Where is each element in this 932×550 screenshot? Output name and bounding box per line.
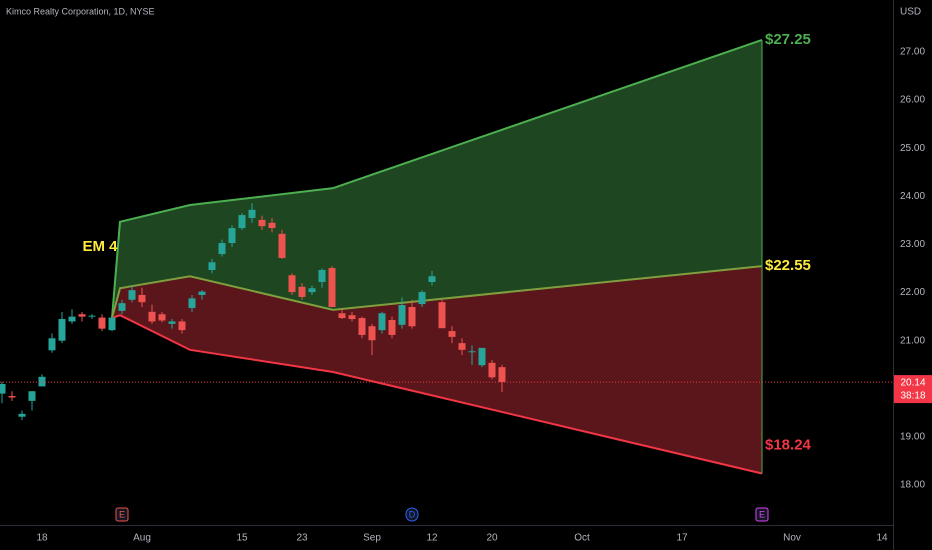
lower-band-area bbox=[112, 266, 762, 474]
candle-body bbox=[68, 316, 76, 322]
candle-body bbox=[168, 321, 176, 324]
candle-body bbox=[468, 351, 476, 353]
band-line bbox=[111, 314, 763, 475]
candle-body bbox=[108, 317, 116, 331]
y-tick-label: 26.00 bbox=[900, 95, 925, 106]
candle-body bbox=[178, 321, 186, 331]
candle-body bbox=[268, 222, 276, 229]
x-tick-label: 18 bbox=[36, 533, 48, 544]
y-tick-label: 19.00 bbox=[900, 432, 925, 443]
candle-body bbox=[28, 391, 36, 401]
candle-body bbox=[498, 367, 506, 383]
candle-body bbox=[128, 290, 136, 300]
x-tick-label: Sep bbox=[363, 533, 381, 544]
last-price-box bbox=[894, 375, 932, 404]
event-marker bbox=[115, 507, 129, 522]
candle-body bbox=[418, 292, 426, 305]
candle-body bbox=[238, 215, 246, 229]
upper-band-area bbox=[112, 39, 762, 319]
candle-body bbox=[368, 326, 376, 341]
chart-title: Kimco Realty Corporation, 1D, NYSE bbox=[6, 6, 155, 16]
candle-body bbox=[458, 343, 466, 350]
candle-body bbox=[388, 320, 396, 335]
candle-body bbox=[308, 288, 316, 293]
band-end-label: $18.24 bbox=[765, 436, 812, 453]
candle-body bbox=[98, 317, 106, 329]
event-marker bbox=[405, 507, 419, 522]
candle-body bbox=[8, 396, 16, 398]
annotation: EM 4 bbox=[82, 238, 118, 255]
candle-body bbox=[478, 347, 486, 366]
y-tick-label: 24.00 bbox=[900, 191, 925, 202]
candle-body bbox=[318, 269, 326, 282]
y-tick-label: 18.00 bbox=[900, 480, 925, 491]
candle-body bbox=[438, 302, 446, 329]
event-label: E bbox=[119, 509, 125, 519]
x-tick-label: 20 bbox=[486, 533, 498, 544]
candle-body bbox=[118, 303, 126, 311]
band-line bbox=[111, 265, 763, 319]
candle-body bbox=[218, 243, 226, 255]
currency: USD bbox=[900, 7, 921, 18]
candle-body bbox=[158, 314, 166, 321]
candle-body bbox=[188, 298, 196, 308]
candle-body bbox=[278, 233, 286, 258]
y-tick-label: 22.00 bbox=[900, 287, 925, 298]
x-tick-label: 23 bbox=[296, 533, 308, 544]
candle-body bbox=[248, 209, 256, 218]
y-tick-label: 23.00 bbox=[900, 239, 925, 250]
candle-body bbox=[18, 413, 26, 417]
candle-body bbox=[228, 228, 236, 244]
band-line bbox=[111, 38, 763, 319]
x-tick-label: Nov bbox=[783, 533, 801, 544]
band-end-label: $27.25 bbox=[765, 31, 811, 48]
candle-body bbox=[448, 331, 456, 337]
candle-body bbox=[428, 276, 436, 282]
candle-body bbox=[78, 314, 86, 317]
candle-body bbox=[0, 384, 6, 394]
candle-body bbox=[198, 291, 206, 295]
candle-body bbox=[488, 362, 496, 378]
candle-body bbox=[148, 311, 156, 322]
band-end-label: $22.55 bbox=[765, 257, 811, 274]
candle-body bbox=[398, 305, 406, 325]
candle-body bbox=[258, 219, 266, 227]
candle-body bbox=[48, 338, 56, 351]
event-marker bbox=[755, 507, 769, 522]
candle-body bbox=[288, 275, 296, 293]
x-tick-label: Aug bbox=[133, 533, 151, 544]
event-label: E bbox=[759, 509, 765, 519]
candle-body bbox=[378, 313, 386, 331]
candle-body bbox=[328, 268, 336, 308]
candle-body bbox=[408, 307, 416, 327]
y-tick-label: 25.00 bbox=[900, 143, 925, 154]
y-tick-label: 27.00 bbox=[900, 47, 925, 58]
x-tick-label: 12 bbox=[426, 533, 438, 544]
event-label: D bbox=[409, 509, 416, 519]
y-tick-label: 21.00 bbox=[900, 335, 925, 346]
candle-body bbox=[88, 315, 96, 317]
candle-body bbox=[348, 315, 356, 320]
x-tick-label: Oct bbox=[574, 533, 590, 544]
candle-body bbox=[138, 294, 146, 303]
last-price-label: 20.14 bbox=[900, 378, 925, 389]
candle-body bbox=[208, 262, 216, 270]
candle-body bbox=[58, 319, 66, 341]
x-tick-label: 17 bbox=[676, 533, 688, 544]
countdown-label: 38:18 bbox=[900, 391, 925, 402]
x-tick-label: 14 bbox=[876, 533, 888, 544]
candle-body bbox=[298, 286, 306, 297]
candle-body bbox=[358, 318, 366, 335]
x-tick-label: 15 bbox=[236, 533, 248, 544]
candle-body bbox=[338, 313, 346, 319]
